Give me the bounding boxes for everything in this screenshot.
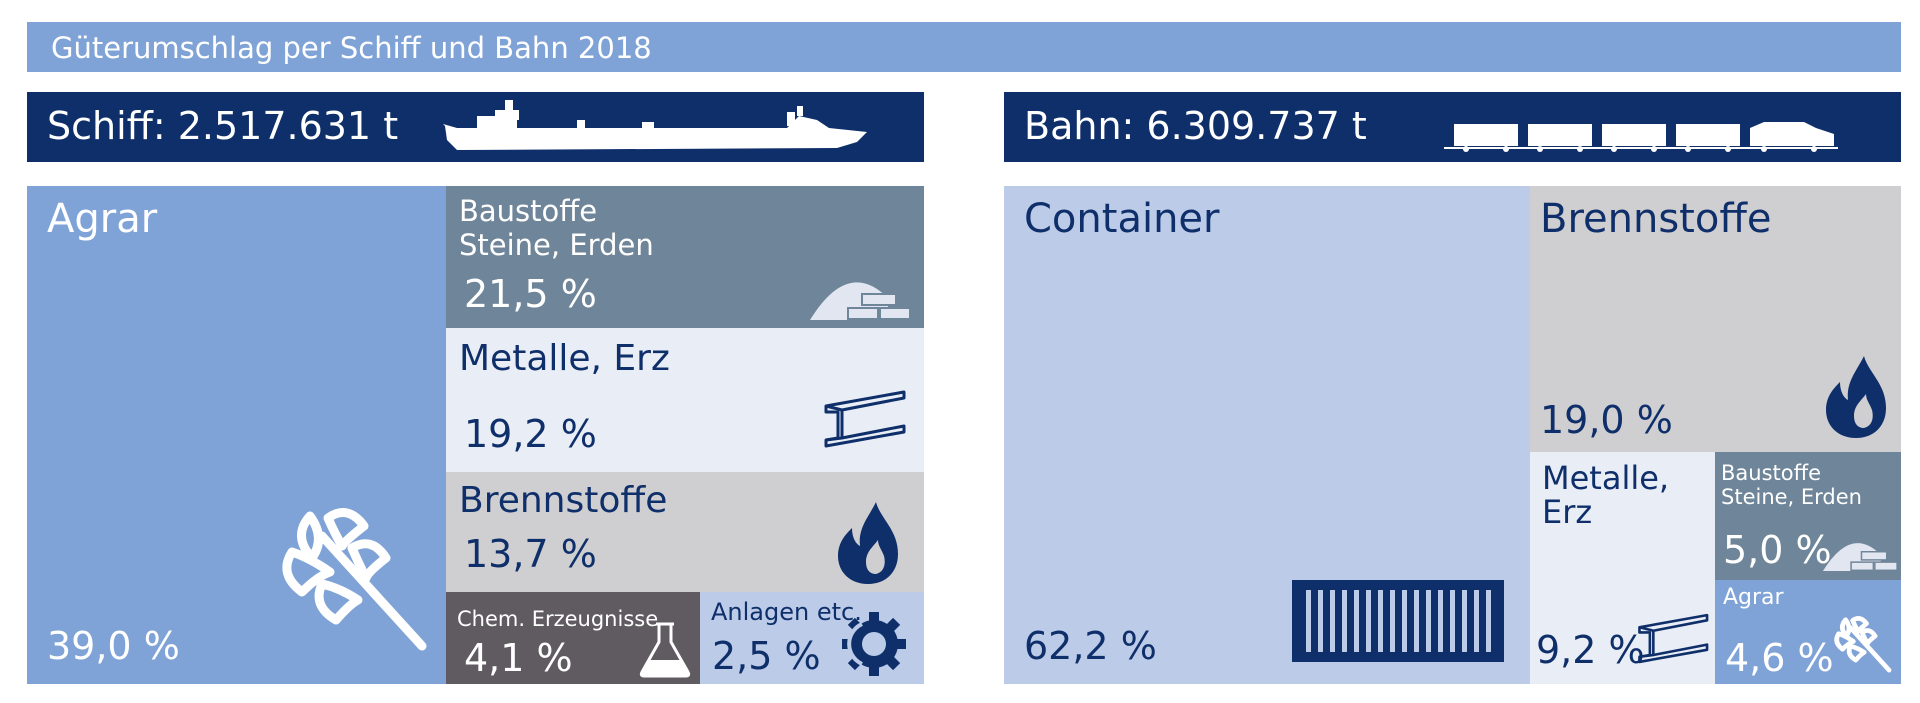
sand-pile-bricks-icon bbox=[1822, 543, 1898, 572]
tile-value: 19,2 % bbox=[464, 412, 597, 456]
tile-label: Container bbox=[1024, 196, 1220, 242]
bahn-tile-agrar: Agrar 4,6 % bbox=[1715, 580, 1901, 684]
steel-beam-icon bbox=[1638, 613, 1709, 664]
tile-label: Brennstoffe bbox=[459, 480, 668, 521]
schiff-tile-agrar: Agrar 39,0 % bbox=[27, 186, 446, 684]
flame-icon bbox=[1826, 356, 1886, 438]
container-icon bbox=[1292, 580, 1504, 662]
bahn-tile-baustoffe: Baustoffe Steine, Erden 5,0 % bbox=[1715, 452, 1901, 580]
flame-icon bbox=[838, 502, 898, 584]
tile-value: 9,2 % bbox=[1536, 628, 1645, 672]
tile-value: 39,0 % bbox=[47, 624, 180, 668]
tile-label: Agrar bbox=[1723, 585, 1784, 610]
title-bar: Güterumschlag per Schiff und Bahn 2018 bbox=[27, 22, 1901, 72]
tile-value: 2,5 % bbox=[712, 634, 821, 678]
tile-value: 21,5 % bbox=[464, 272, 597, 316]
ship-icon bbox=[443, 100, 867, 150]
schiff-tile-chem: Chem. Erzeugnisse 4,1 % bbox=[446, 592, 700, 684]
tile-label: Chem. Erzeugnisse bbox=[457, 607, 659, 631]
sand-pile-bricks-icon bbox=[810, 282, 911, 320]
schiff-tile-anlagen: Anlagen etc. 2,5 % bbox=[700, 592, 924, 684]
tile-label-line-1: Baustoffe bbox=[1721, 461, 1821, 485]
tile-label: Agrar bbox=[47, 196, 158, 242]
tile-value: 62,2 % bbox=[1024, 624, 1157, 668]
chart-title: Güterumschlag per Schiff und Bahn 2018 bbox=[51, 31, 652, 65]
tile-value: 4,6 % bbox=[1725, 636, 1834, 680]
tile-label: Metalle, Erz bbox=[459, 338, 670, 379]
gear-icon bbox=[842, 612, 906, 676]
train-icon bbox=[1444, 122, 1838, 152]
ship-header-text: Schiff: 2.517.631 t bbox=[47, 104, 399, 148]
ship-header: Schiff: 2.517.631 t bbox=[27, 92, 924, 162]
schiff-tile-brennstoffe: Brennstoffe 13,7 % bbox=[446, 472, 924, 592]
tile-value: 5,0 % bbox=[1723, 528, 1832, 572]
bahn-tile-metalle: Metalle, Erz 9,2 % bbox=[1530, 452, 1715, 684]
tile-label-line-1: Metalle, bbox=[1542, 459, 1670, 497]
schiff-tile-metalle: Metalle, Erz 19,2 % bbox=[446, 328, 924, 472]
tile-label: Anlagen etc. bbox=[711, 598, 862, 626]
tile-value: 4,1 % bbox=[464, 636, 573, 680]
wheat-icon bbox=[1834, 616, 1892, 673]
flask-icon bbox=[639, 622, 691, 678]
steel-beam-icon bbox=[824, 390, 906, 448]
tile-value: 13,7 % bbox=[464, 532, 597, 576]
bahn-tile-container: Container 62,2 % bbox=[1004, 186, 1530, 684]
wheat-icon bbox=[282, 508, 427, 651]
tile-label-line-2: Steine, Erden bbox=[459, 228, 654, 262]
train-header-text: Bahn: 6.309.737 t bbox=[1024, 104, 1367, 148]
tile-label-line-2: Erz bbox=[1542, 493, 1593, 531]
tile-value: 19,0 % bbox=[1540, 398, 1673, 442]
tile-label: Brennstoffe bbox=[1540, 196, 1772, 242]
schiff-tile-baustoffe: Baustoffe Steine, Erden 21,5 % bbox=[446, 186, 924, 328]
tile-label-line-1: Baustoffe bbox=[459, 194, 598, 228]
train-header: Bahn: 6.309.737 t bbox=[1004, 92, 1901, 162]
bahn-tile-brennstoffe: Brennstoffe 19,0 % bbox=[1530, 186, 1901, 452]
tile-label-line-2: Steine, Erden bbox=[1721, 485, 1862, 509]
